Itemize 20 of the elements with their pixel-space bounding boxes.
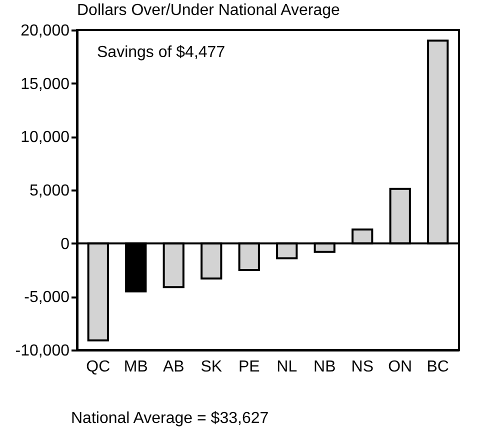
- y-tick-label: 20,000: [20, 22, 70, 40]
- x-tick-label: NS: [351, 358, 374, 376]
- y-tick-label: -10,000: [15, 342, 70, 360]
- y-tick-label: 10,000: [20, 129, 70, 146]
- y-tick-label: -5,000: [24, 289, 70, 306]
- y-tick-label: 0: [60, 236, 70, 253]
- x-tick-label: SK: [200, 358, 222, 376]
- x-tick-label: PE: [238, 358, 260, 376]
- annotation: Savings of $4,477: [97, 44, 226, 61]
- x-tick-label: BC: [426, 358, 449, 376]
- x-tick-label: AB: [162, 358, 184, 376]
- chart-title: Dollars Over/Under National Average: [77, 2, 340, 19]
- x-tick-label: NL: [276, 358, 298, 376]
- y-tick-label: 15,000: [20, 76, 70, 93]
- x-tick-label: MB: [124, 358, 148, 376]
- text: National Average = $33,627: [71, 410, 269, 427]
- x-tick-label: QC: [86, 358, 110, 376]
- x-tick-label: ON: [388, 358, 412, 376]
- x-tick-label: NB: [314, 358, 336, 376]
- y-tick-label: 5,000: [29, 182, 70, 200]
